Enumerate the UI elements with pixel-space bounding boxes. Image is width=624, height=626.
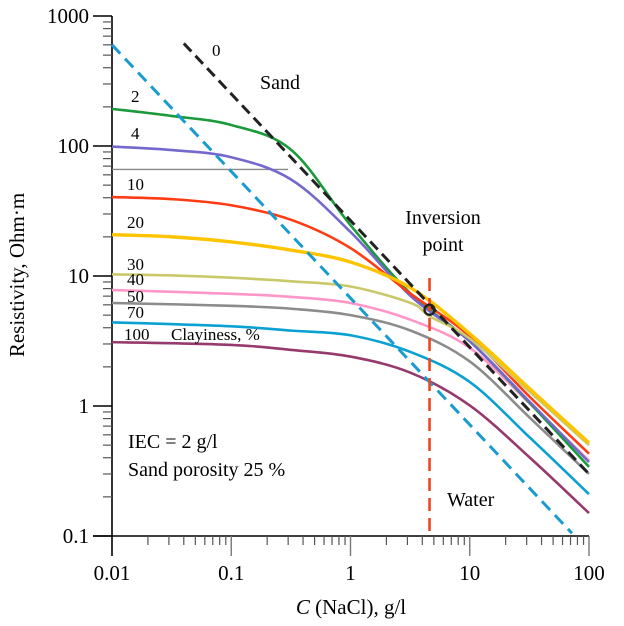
label-clayiness: Clayiness, %: [171, 325, 260, 344]
x-tick-label: 100: [573, 561, 605, 585]
series-clayiness-2: [111, 107, 590, 468]
label-inversion-line1: Inversion: [405, 207, 481, 229]
series-clayiness-30-40: [111, 273, 590, 447]
label-porosity: Sand porosity 25 %: [128, 459, 285, 481]
label-clay-10: 10: [127, 175, 144, 194]
label-sand: Sand: [260, 72, 300, 94]
series-clayiness-100-cyan: [111, 321, 590, 496]
label-clay-40: 40: [127, 270, 144, 289]
label-clay-100: 100: [124, 325, 150, 344]
label-iec: IEC = 2 g/l: [128, 431, 218, 453]
label-inversion-line2: point: [422, 234, 464, 256]
series-clayiness-100-maroon: [111, 340, 590, 515]
y-tick-label: 1: [79, 394, 90, 418]
x-tick-label: 10: [459, 561, 480, 585]
series-clayiness-0-sand: [182, 42, 591, 476]
x-axis-title-variable: C: [296, 595, 311, 619]
series-clayiness-20: [111, 232, 591, 445]
x-axis-title-rest: (NaCl), g/l: [310, 595, 406, 619]
label-clay-30: 30: [127, 255, 144, 274]
inversion-point-marker: [423, 303, 436, 316]
label-clay-2: 2: [131, 87, 140, 106]
y-tick-label: 10: [68, 264, 89, 288]
label-clay-4: 4: [131, 124, 140, 143]
y-axis-title: Resistivity, Ohm·m: [5, 193, 29, 357]
x-axis-title: C (NaCl), g/l: [296, 595, 406, 619]
y-tick-label: 1000: [47, 4, 89, 28]
series-group: [110, 42, 591, 536]
series-clayiness-70: [111, 301, 590, 475]
y-tick-label: 100: [58, 134, 90, 158]
label-clay-20: 20: [127, 213, 144, 232]
labels-group: Resistivity, Ohm·m C (NaCl), g/l 0 2 4 1…: [5, 41, 495, 619]
label-clay-70: 70: [127, 303, 144, 322]
x-tick-label: 0.1: [218, 561, 244, 585]
x-tick-label: 0.01: [94, 561, 131, 585]
series-water: [110, 43, 574, 535]
series-clayiness-4: [111, 145, 590, 464]
x-tick-label: 1: [345, 561, 356, 585]
label-clay-50: 50: [127, 287, 144, 306]
series-clayiness-10: [111, 195, 590, 455]
label-clay-0: 0: [212, 41, 221, 60]
y-tick-label: 0.1: [63, 524, 89, 548]
label-water: Water: [447, 489, 495, 511]
